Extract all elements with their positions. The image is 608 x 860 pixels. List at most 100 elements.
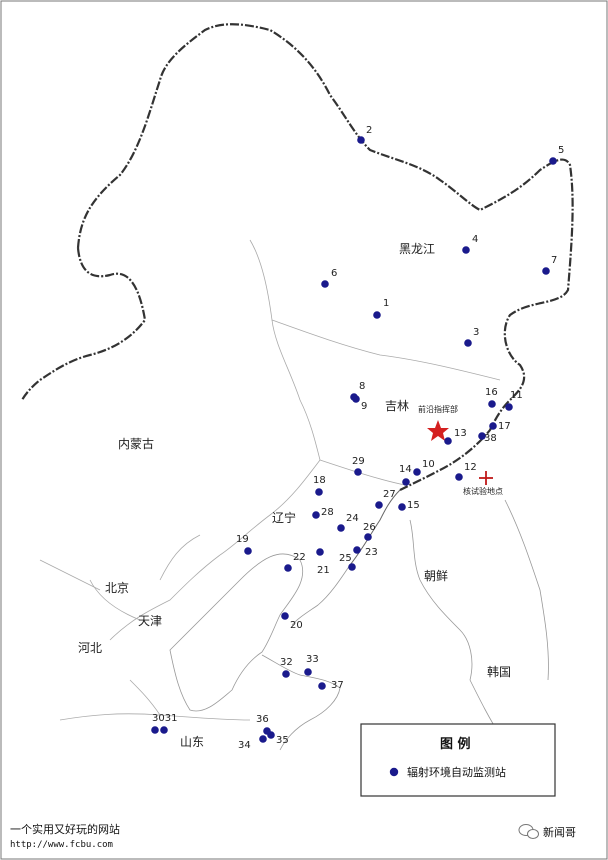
station-label-21: 21 (317, 565, 330, 576)
station-dot-14 (402, 478, 410, 486)
label-jilin: 吉林 (385, 399, 409, 413)
station-label-35: 35 (276, 735, 289, 746)
station-dot-9 (352, 395, 360, 403)
station-label-11: 11 (510, 390, 523, 401)
station-label-3031: 3031 (152, 713, 177, 724)
command-post-star-icon (427, 420, 449, 441)
watermark-brand: 新闻哥 (543, 825, 576, 839)
label-hanguo: 韩国 (487, 664, 511, 679)
station-label-24: 24 (346, 513, 359, 524)
station-label-6: 6 (331, 268, 337, 279)
station-label-10: 10 (422, 459, 435, 470)
station-dot-2 (357, 136, 365, 144)
station-dot-18 (315, 488, 323, 496)
legend-title: 图 例 (440, 736, 471, 752)
station-label-15: 15 (407, 500, 420, 511)
station-label-5: 5 (558, 145, 564, 156)
station-label-17: 17 (498, 421, 511, 432)
station-dot-12 (455, 473, 463, 481)
station-dot-23 (353, 546, 361, 554)
label-test-site: 核试验地点 (463, 486, 503, 496)
province-boundaries (39, 239, 501, 721)
station-dot-10 (413, 468, 421, 476)
station-label-12: 12 (464, 462, 477, 473)
station-dot-15 (398, 503, 406, 511)
legend-item-label: 辐射环境自动监测站 (407, 765, 506, 779)
wechat-icon (518, 824, 539, 839)
station-dot-16 (488, 400, 496, 408)
station-label-9: 9 (361, 401, 367, 412)
station-label-2: 2 (366, 125, 372, 136)
station-label-8: 8 (359, 381, 365, 392)
station-label-14: 14 (399, 464, 412, 475)
station-label-3: 3 (473, 327, 479, 338)
station-dot-30 (151, 726, 159, 734)
station-dot-24 (337, 524, 345, 532)
region-labels: 黑龙江 吉林 内蒙古 辽宁 朝鲜 北京 天津 河北 韩国 山东 (78, 242, 511, 749)
station-dot-25 (348, 563, 356, 571)
label-liaoning: 辽宁 (272, 510, 296, 525)
label-command-post: 前沿指挥部 (418, 404, 458, 414)
label-shandong: 山东 (180, 735, 204, 749)
label-heilongjiang: 黑龙江 (399, 242, 435, 256)
station-dot-11 (505, 403, 513, 411)
watermark-url: http://www.fcbu.com (10, 840, 113, 850)
label-tianjin: 天津 (138, 614, 162, 628)
station-dot-4 (462, 246, 470, 254)
label-hebei: 河北 (78, 641, 102, 655)
national-border (76, 23, 574, 491)
station-dot-26 (364, 533, 372, 541)
western-border (21, 247, 147, 401)
station-label-16: 16 (485, 387, 498, 398)
station-label-29: 29 (352, 456, 365, 467)
station-dot-29 (354, 468, 362, 476)
station-dot-22 (284, 564, 292, 572)
station-label-19: 19 (236, 534, 249, 545)
station-label-1: 1 (383, 298, 389, 309)
station-label-36: 36 (256, 714, 269, 725)
station-dot-6 (321, 280, 329, 288)
station-dot-32 (282, 670, 290, 678)
station-dot-7 (542, 267, 550, 275)
station-label-38: 38 (484, 433, 497, 444)
watermark-site-text: 一个实用又好玩的网站 (10, 822, 120, 836)
station-dot-33 (304, 668, 312, 676)
station-dot-5 (549, 157, 557, 165)
station-label-28: 28 (321, 507, 334, 518)
station-dot-3 (464, 339, 472, 347)
station-dot-37 (318, 682, 326, 690)
test-site-cross-icon (479, 471, 493, 485)
station-dot-19 (244, 547, 252, 555)
label-beijing: 北京 (105, 581, 129, 595)
station-dot-28 (312, 511, 320, 519)
station-label-20: 20 (290, 620, 303, 631)
station-dot-36 (263, 727, 271, 735)
legend-box (360, 723, 556, 797)
station-label-18: 18 (313, 475, 326, 486)
special-markers: 前沿指挥部 核试验地点 (418, 404, 503, 496)
legend: 图 例 辐射环境自动监测站 (360, 723, 556, 797)
label-neimenggu: 内蒙古 (118, 436, 154, 451)
station-label-7: 7 (551, 255, 557, 266)
station-label-22: 22 (293, 552, 306, 563)
label-chaoxian: 朝鲜 (424, 569, 448, 583)
station-dot-31 (160, 726, 168, 734)
station-label-26: 26 (363, 522, 376, 533)
station-label-37: 37 (331, 680, 344, 691)
station-dot-34 (259, 735, 267, 743)
station-dot-38 (478, 432, 486, 440)
station-dot-17 (489, 422, 497, 430)
station-label-23: 23 (365, 547, 378, 558)
station-dot-27 (375, 501, 383, 509)
legend-station-dot-icon (389, 767, 399, 777)
watermark: 一个实用又好玩的网站 http://www.fcbu.com 新闻哥 (10, 822, 576, 850)
station-label-27: 27 (383, 489, 396, 500)
station-dot-20 (281, 612, 289, 620)
station-label-4: 4 (472, 234, 478, 245)
station-label-33: 33 (306, 654, 319, 665)
station-label-32: 32 (280, 657, 293, 668)
station-label-13: 13 (454, 428, 467, 439)
